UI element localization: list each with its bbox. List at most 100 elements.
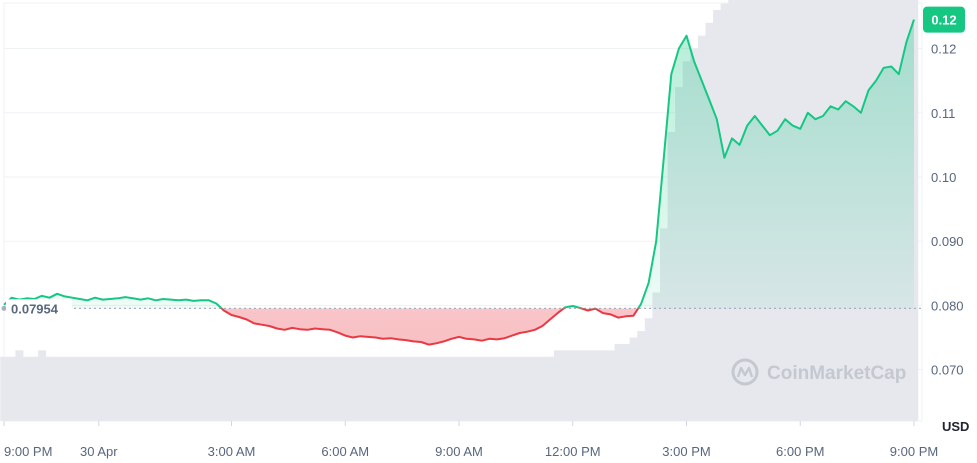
volume-bar	[910, 0, 919, 421]
volume-bar	[500, 356, 509, 421]
volume-bar	[144, 356, 153, 421]
volume-bar	[15, 350, 24, 421]
price-area	[4, 19, 914, 345]
series-line-up	[3, 19, 915, 309]
volume-bar	[129, 356, 138, 421]
volume-bar	[204, 356, 214, 421]
volume-bar	[523, 356, 532, 421]
y-tick-label: 0.12	[931, 42, 956, 57]
volume-bar	[83, 356, 92, 421]
x-tick-label: 9:00 AM	[435, 444, 483, 459]
y-tick-label: 0.070	[931, 363, 964, 378]
y-tick-label: 0.10	[931, 170, 956, 185]
volume-bar	[288, 356, 297, 421]
volume-bar	[295, 356, 305, 421]
volume-bar	[531, 356, 540, 421]
volume-bar	[568, 350, 578, 421]
x-tick-label: 9:00 PM	[4, 444, 52, 459]
volume-bar	[538, 356, 547, 421]
volume-bar	[622, 343, 631, 421]
last-price-text: 0.12	[931, 13, 956, 28]
volume-bar	[159, 356, 168, 421]
volume-bar	[30, 356, 39, 421]
volume-bar	[386, 356, 396, 421]
volume-bar	[250, 356, 259, 421]
volume-bar	[189, 356, 198, 421]
x-axis: 9:00 PM 30 Apr 3:00 AM 6:00 AM 9:00 AM 12:00 …	[3, 421, 938, 459]
volume-bar	[371, 356, 380, 421]
volume-bar	[402, 356, 411, 421]
volume-bar	[576, 350, 585, 421]
volume-bar	[326, 356, 335, 421]
volume-bar	[606, 350, 615, 421]
volume-bar	[349, 356, 358, 421]
volume-bar	[333, 356, 342, 421]
last-price-badge: 0.12	[923, 6, 965, 33]
currency-unit-label: USD	[942, 419, 969, 434]
volume-bar	[424, 356, 433, 421]
series-line-down	[220, 308, 640, 346]
volume-bar	[167, 356, 176, 421]
volume-bar	[394, 356, 403, 421]
y-tick-label: 0.090	[931, 234, 964, 249]
y-tick-label: 0.11	[931, 106, 955, 121]
volume-bar	[470, 356, 479, 421]
volume-bar	[477, 356, 487, 421]
volume-bar	[53, 356, 62, 421]
reference-price-label: 0.07954	[6, 299, 72, 320]
volume-bar	[38, 350, 47, 421]
coinmarketcap-logo-icon	[731, 358, 759, 386]
volume-bar	[91, 356, 100, 421]
volume-bar	[462, 356, 471, 421]
x-tick-label: 6:00 AM	[321, 444, 369, 459]
volume-bar	[273, 356, 282, 421]
x-tick-label: 9:00 PM	[890, 444, 938, 459]
volume-bar	[652, 292, 661, 421]
volume-bar	[546, 356, 555, 421]
volume-bar	[121, 356, 130, 421]
volume-bar	[98, 356, 107, 421]
volume-bar	[629, 337, 638, 421]
volume-bar	[60, 356, 69, 421]
volume-bar	[45, 356, 54, 421]
volume-bar	[493, 356, 502, 421]
volume-bar	[409, 356, 418, 421]
volume-bar	[212, 356, 221, 421]
volume-bar	[76, 356, 85, 421]
reference-start-dot	[1, 305, 7, 311]
x-tick-label: 12:00 PM	[545, 444, 601, 459]
volume-bar	[7, 356, 16, 421]
volume-bar	[637, 331, 646, 421]
volume-bar	[235, 356, 244, 421]
volume-bar	[220, 356, 229, 421]
watermark: CoinMarketCap	[731, 358, 906, 386]
volume-bar	[341, 356, 350, 421]
volume-bar	[182, 356, 191, 421]
volume-bar	[561, 350, 570, 421]
x-tick-label: 6:00 PM	[776, 444, 824, 459]
volume-bar	[197, 356, 206, 421]
volume-bar	[68, 356, 77, 421]
volume-bar	[356, 356, 365, 421]
volume-bar	[599, 350, 608, 421]
volume-bar	[280, 356, 289, 421]
volume-bar	[136, 356, 145, 421]
y-axis: 0.12 0.11 0.10 0.090 0.080 0.070	[931, 42, 964, 378]
area-below-reference	[4, 308, 914, 345]
volume-bar	[508, 356, 517, 421]
area-above-reference	[4, 19, 914, 309]
volume-bar	[379, 356, 388, 421]
volume-bar	[584, 350, 593, 421]
volume-bar	[242, 356, 251, 421]
volume-bar	[485, 356, 494, 421]
volume-bar	[265, 356, 274, 421]
volume-bar	[311, 356, 320, 421]
volume-bar	[553, 350, 562, 421]
volume-bar	[644, 318, 653, 421]
y-tick-label: 0.080	[931, 298, 964, 313]
volume-bar	[258, 356, 267, 421]
volume-bar	[22, 356, 32, 421]
watermark-text: CoinMarketCap	[767, 363, 906, 384]
reference-price-text: 0.07954	[11, 301, 59, 316]
